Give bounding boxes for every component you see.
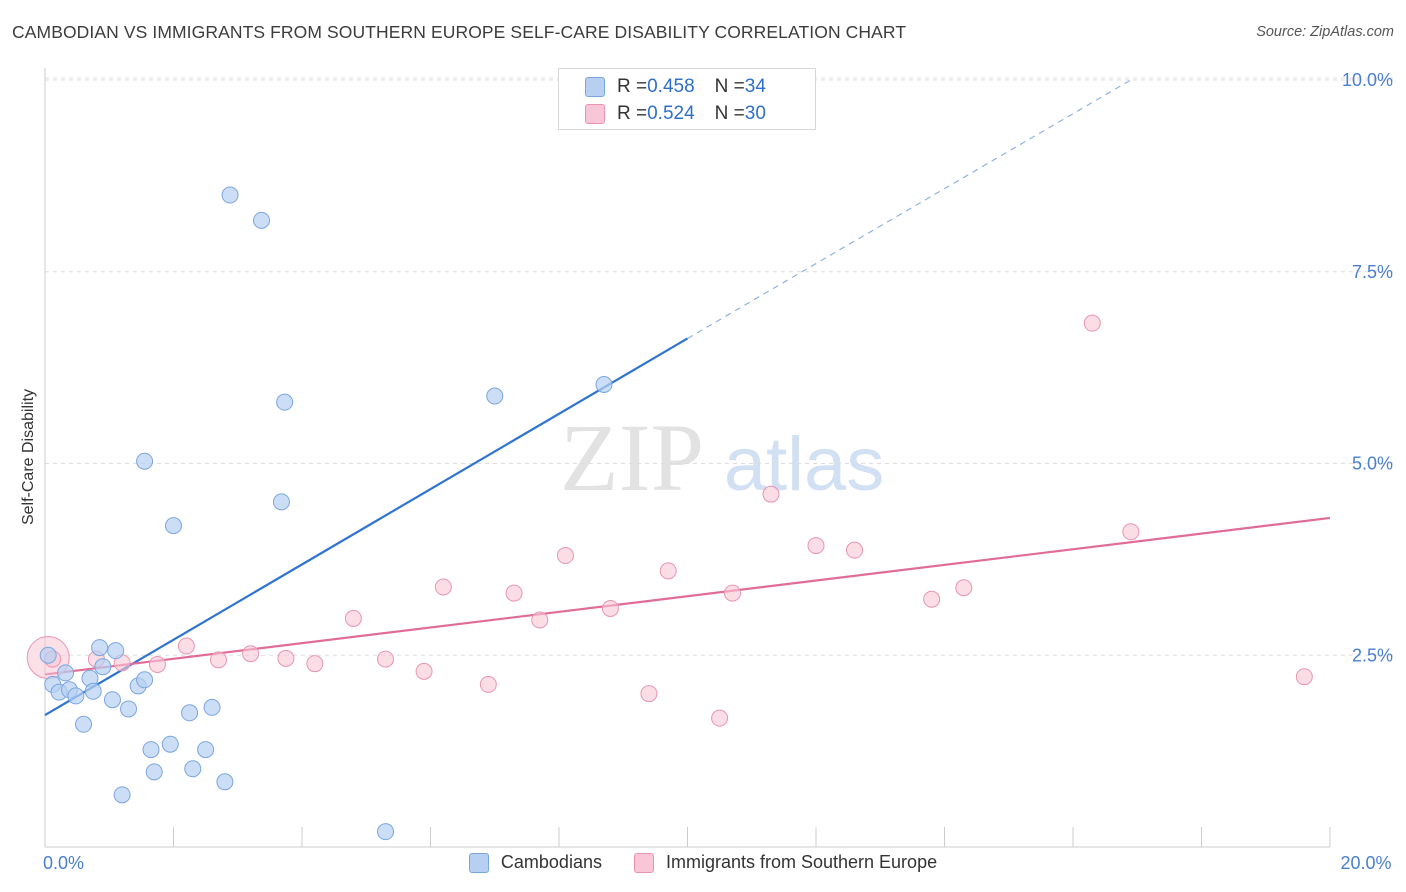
y-tick-label: 5.0% — [1352, 454, 1393, 474]
cambodians-point — [142, 741, 160, 759]
cambodians-point — [197, 741, 215, 759]
legend-n-label: N = — [714, 76, 745, 97]
immigrants-point — [479, 675, 497, 693]
legend-row-immigrants: R = 0.524 N = 30 — [585, 102, 766, 126]
legend-r-value: 0.458 — [647, 76, 695, 97]
cambodians-point — [276, 393, 294, 411]
immigrants-point — [377, 650, 395, 668]
immigrants-point — [1295, 668, 1313, 686]
trend-lines — [44, 79, 1331, 717]
cambodians-point — [253, 211, 271, 229]
y-tick-label: 2.5% — [1352, 645, 1393, 665]
cambodians-point — [145, 763, 163, 781]
y-tick-label: 7.5% — [1352, 262, 1393, 282]
legend-r-value: 0.524 — [647, 103, 695, 124]
chart-source: Source: ZipAtlas.com — [1256, 24, 1394, 40]
immigrants-point — [344, 609, 362, 627]
cambodians-point — [39, 646, 57, 664]
y-tick-label: 10.0% — [1342, 70, 1393, 90]
immigrants-swatch — [633, 852, 654, 873]
cambodians-point — [136, 452, 154, 470]
immigrants-swatch — [585, 104, 605, 124]
legend-row-cambodians: R = 0.458 N = 34 — [585, 75, 766, 99]
legend-n-value: 30 — [744, 103, 766, 124]
series-legend: Cambodians Immigrants from Southern Euro… — [0, 852, 1406, 873]
legend-item-cambodians: Cambodians — [468, 852, 602, 873]
x-tick-label: 20.0% — [1340, 853, 1391, 873]
immigrants-point — [807, 537, 825, 555]
immigrants-point — [640, 685, 658, 703]
cambodians-point — [94, 658, 112, 676]
immigrants-point — [148, 655, 166, 673]
immigrants-point — [531, 611, 549, 629]
immigrants-point — [846, 541, 864, 559]
cambodians-point — [486, 387, 504, 405]
legend-item-immigrants: Immigrants from Southern Europe — [633, 852, 938, 873]
cambodians-point — [120, 700, 138, 718]
legend-r-label: R = — [617, 76, 648, 97]
correlation-legend: R = 0.458 N = 34 R = 0.524 N = 30 — [558, 68, 816, 130]
watermark-zip: ZIP — [560, 404, 704, 511]
cambodians-swatch — [585, 77, 605, 97]
immigrants-trend-line — [44, 516, 1331, 676]
cambodians-point — [75, 715, 93, 733]
cambodians-point — [216, 773, 234, 791]
legend-n-label: N = — [714, 103, 745, 124]
watermark-atlas: atlas — [724, 422, 885, 507]
immigrants-point — [434, 578, 452, 596]
immigrants-point — [209, 651, 227, 669]
immigrants-point — [177, 637, 195, 655]
cambodians-point — [91, 639, 109, 657]
legend-n-value: 34 — [744, 76, 766, 97]
cambodians-point — [203, 698, 221, 716]
cambodians-point — [57, 664, 75, 682]
immigrants-point — [277, 649, 295, 667]
cambodians-point — [161, 735, 179, 753]
grid-lines — [45, 77, 1393, 656]
immigrants-point — [415, 662, 433, 680]
immigrants-point — [762, 485, 780, 503]
cambodians-point — [181, 704, 199, 722]
immigrants-point — [306, 655, 324, 673]
cambodians-swatch — [468, 852, 489, 873]
immigrants-point — [659, 562, 677, 580]
legend-r-label: R = — [617, 103, 648, 124]
immigrants-point — [711, 709, 729, 727]
cambodians-point — [595, 375, 613, 393]
immigrants-point — [556, 547, 574, 565]
immigrants-point — [505, 584, 523, 602]
immigrants-point — [955, 579, 973, 597]
cambodians-point — [272, 493, 290, 511]
immigrants-point — [723, 584, 741, 602]
cambodians-point — [84, 682, 102, 700]
immigrants-point — [923, 590, 941, 608]
cambodians-point — [67, 687, 85, 705]
cambodians-point — [165, 517, 182, 535]
immigrants-point — [601, 599, 619, 617]
immigrants-point — [1083, 314, 1101, 332]
chart-title: CAMBODIAN VS IMMIGRANTS FROM SOUTHERN EU… — [12, 22, 907, 42]
immigrants-point — [242, 645, 260, 663]
cambodians-point — [221, 186, 239, 204]
cambodians-trend-extension — [687, 79, 1132, 339]
axes — [44, 68, 1331, 848]
cambodians-point — [107, 642, 125, 660]
immigrants-point — [1122, 523, 1140, 541]
cambodians-point — [103, 691, 121, 709]
cambodians-point — [377, 823, 395, 841]
cambodians-trend-line — [44, 337, 689, 717]
watermark: ZIP atlas — [560, 404, 884, 511]
legend-label-immigrants: Immigrants from Southern Europe — [665, 852, 938, 872]
cambodians-point — [113, 786, 131, 804]
tick-labels: 2.5% 5.0% 7.5% 10.0% 0.0% 20.0% — [43, 70, 1393, 873]
cambodians-point — [136, 671, 154, 689]
legend-label-cambodians: Cambodians — [500, 852, 602, 872]
x-tick-label: 0.0% — [43, 853, 84, 873]
data-points — [26, 186, 1313, 841]
cambodians-point — [184, 760, 202, 778]
